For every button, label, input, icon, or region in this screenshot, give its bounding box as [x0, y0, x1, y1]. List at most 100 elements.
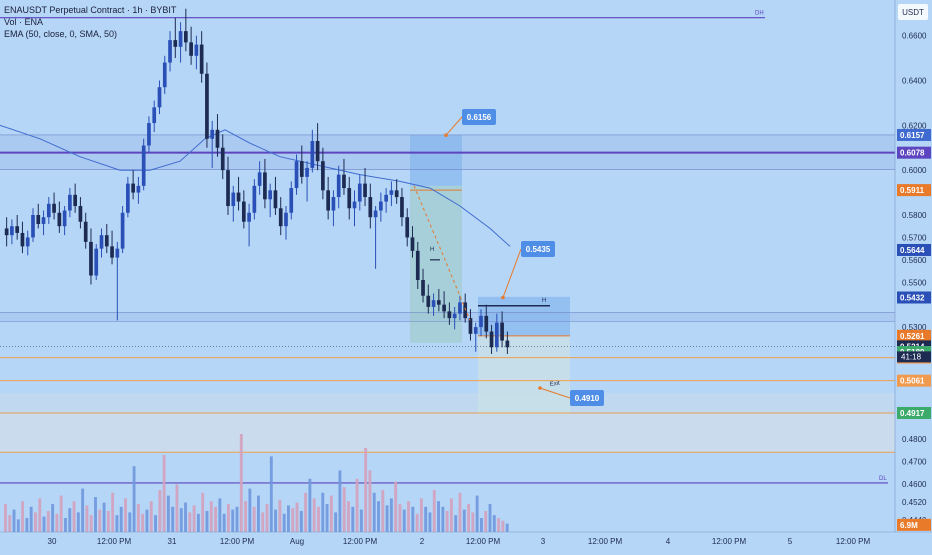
candle-body[interactable] — [252, 185, 257, 213]
candle-body[interactable] — [236, 192, 241, 202]
candle-body[interactable] — [120, 212, 125, 249]
candle-body[interactable] — [141, 145, 146, 186]
take-profit-zone-2[interactable] — [478, 335, 570, 415]
candle-body[interactable] — [247, 212, 251, 222]
candle-body[interactable] — [289, 188, 294, 213]
candle-body[interactable] — [263, 172, 267, 200]
price-tag[interactable] — [897, 406, 931, 419]
candle-body[interactable] — [73, 194, 78, 207]
candle-body[interactable] — [173, 40, 178, 47]
candle-body[interactable] — [468, 318, 473, 334]
candle-body[interactable] — [205, 73, 209, 139]
candle-body[interactable] — [83, 221, 88, 242]
candle-body[interactable] — [89, 241, 93, 276]
candle-body[interactable] — [115, 248, 120, 258]
candle-body[interactable] — [342, 174, 346, 189]
candle-body[interactable] — [241, 201, 246, 222]
candle-body[interactable] — [357, 183, 362, 202]
candle-body[interactable] — [400, 197, 404, 218]
candle-body[interactable] — [415, 250, 420, 281]
candle-body[interactable] — [442, 304, 446, 312]
price-tag[interactable] — [897, 329, 931, 342]
candle-body[interactable] — [168, 40, 172, 63]
candle-body[interactable] — [347, 188, 352, 209]
candle-body[interactable] — [278, 208, 283, 227]
candle-body[interactable] — [431, 300, 436, 307]
callout-stop-box[interactable] — [462, 109, 496, 125]
symbol-title[interactable]: ENAUSDT Perpetual Contract · 1h · BYBIT — [4, 5, 177, 15]
candle-body[interactable] — [305, 167, 309, 177]
candle-body[interactable] — [458, 302, 462, 314]
candle-body[interactable] — [78, 206, 83, 222]
candle-body[interactable] — [4, 228, 9, 236]
callout-entry-box[interactable] — [521, 241, 555, 257]
callout-target-box[interactable] — [570, 390, 604, 406]
price-tag[interactable] — [897, 518, 931, 531]
candle-body[interactable] — [500, 322, 504, 341]
candle-body[interactable] — [131, 183, 135, 193]
candle-body[interactable] — [68, 194, 72, 211]
candle-body[interactable] — [10, 226, 14, 236]
volume-indicator-label[interactable]: Vol · ENA — [4, 17, 44, 27]
price-tag[interactable] — [897, 128, 931, 141]
candle-body[interactable] — [405, 217, 410, 238]
candle-body[interactable] — [379, 201, 383, 211]
candle-body[interactable] — [410, 237, 415, 251]
candle-body[interactable] — [31, 214, 35, 238]
candle-body[interactable] — [162, 62, 167, 88]
candle-body[interactable] — [326, 190, 331, 211]
candle-body[interactable] — [299, 161, 304, 177]
candle-body[interactable] — [110, 246, 114, 258]
candle-body[interactable] — [368, 197, 373, 218]
candle-body[interactable] — [463, 302, 468, 319]
candle-body[interactable] — [220, 147, 225, 171]
candle-body[interactable] — [41, 217, 46, 224]
candle-body[interactable] — [94, 248, 99, 276]
candle-body[interactable] — [436, 300, 441, 305]
candle-body[interactable] — [147, 123, 151, 146]
candle-body[interactable] — [183, 31, 188, 43]
candle-body[interactable] — [284, 212, 288, 227]
candle-body[interactable] — [494, 322, 499, 348]
candle-body[interactable] — [194, 44, 199, 56]
price-tag[interactable] — [897, 146, 931, 159]
candle-body[interactable] — [373, 210, 378, 218]
candle-body[interactable] — [310, 141, 315, 168]
candle-body[interactable] — [321, 161, 325, 191]
price-tag[interactable] — [897, 374, 931, 387]
currency-box[interactable] — [898, 4, 928, 20]
price-tag[interactable] — [897, 184, 931, 197]
candle-body[interactable] — [421, 280, 425, 296]
price-tag[interactable] — [897, 291, 931, 304]
candle-body[interactable] — [473, 327, 478, 334]
candle-body[interactable] — [394, 190, 399, 198]
ema-indicator-label[interactable]: EMA (50, close, 0, SMA, 50) — [4, 29, 118, 39]
candle-body[interactable] — [363, 183, 367, 198]
candle-body[interactable] — [20, 232, 25, 247]
candle-body[interactable] — [479, 315, 483, 328]
candle-body[interactable] — [505, 340, 510, 348]
candle-body[interactable] — [447, 311, 452, 319]
candle-body[interactable] — [226, 170, 230, 207]
candle-body[interactable] — [157, 87, 162, 108]
candle-body[interactable] — [484, 315, 489, 332]
candle-body[interactable] — [331, 197, 336, 211]
candle-body[interactable] — [389, 190, 394, 195]
candle-body[interactable] — [152, 107, 157, 124]
candle-body[interactable] — [384, 194, 388, 202]
candle-body[interactable] — [189, 42, 193, 56]
candle-body[interactable] — [268, 190, 273, 200]
candle-body[interactable] — [273, 190, 278, 209]
candle-body[interactable] — [178, 31, 183, 47]
candle-body[interactable] — [15, 226, 20, 233]
candle-body[interactable] — [215, 129, 220, 148]
candle-body[interactable] — [136, 185, 141, 193]
candle-body[interactable] — [36, 214, 41, 224]
candle-body[interactable] — [62, 210, 67, 227]
candle-body[interactable] — [257, 172, 262, 186]
candle-body[interactable] — [210, 129, 215, 139]
candle-body[interactable] — [294, 161, 299, 189]
stop-loss-zone-2[interactable] — [478, 296, 570, 336]
